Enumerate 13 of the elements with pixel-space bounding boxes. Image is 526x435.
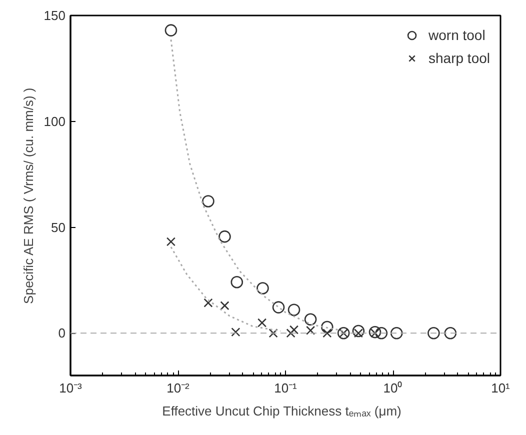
y-tick-label: 150 <box>44 8 66 23</box>
y-tick-label: 100 <box>44 114 66 129</box>
x-tick-label: 10¹ <box>491 380 511 396</box>
x-axis-title: Effective Uncut Chip Thickness tₑₘₐₓ (μm) <box>162 404 402 418</box>
x-tick-label: 10⁰ <box>383 380 403 396</box>
x-tick-label: 10⁻¹ <box>274 380 298 396</box>
legend-label: sharp tool <box>428 50 490 66</box>
x-tick-label: 10⁻² <box>166 380 190 396</box>
y-tick-label: 50 <box>51 220 66 235</box>
y-tick-label: 0 <box>58 326 66 341</box>
legend-label: worn tool <box>428 27 486 43</box>
y-axis-title: Specific AE RMS ( Vrms/ (cu. mm/s) ) <box>20 88 36 304</box>
x-tick-label: 10⁻³ <box>59 380 83 396</box>
